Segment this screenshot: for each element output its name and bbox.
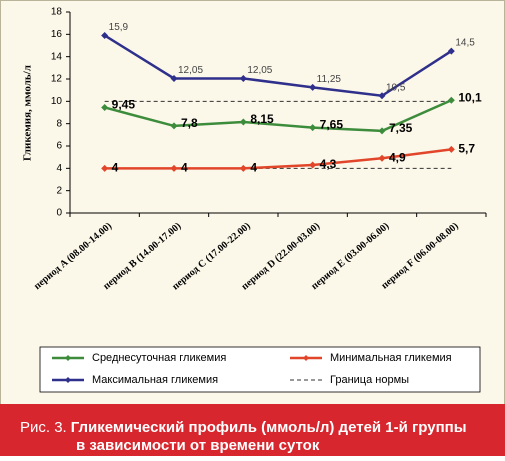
y-tick-label: 10 — [51, 96, 63, 107]
legend-marker — [65, 377, 71, 383]
data-label: 4 — [250, 161, 257, 175]
point — [101, 103, 109, 111]
y-tick-label: 18 — [51, 7, 63, 18]
point — [239, 118, 247, 126]
point — [309, 83, 317, 91]
y-tick-label: 6 — [56, 141, 62, 152]
legend-label: Граница нормы — [330, 374, 409, 386]
caption: Рис. 3. Гликемический профиль (ммоль/л) д… — [20, 419, 467, 436]
point — [447, 47, 455, 55]
series-line — [104, 148, 452, 170]
data-label: 14,5 — [455, 38, 475, 49]
legend-label: Среднесуточная гликемия — [92, 352, 226, 364]
point — [239, 74, 247, 82]
y-tick-label: 16 — [51, 29, 63, 40]
y-tick-label: 0 — [56, 208, 62, 219]
legend-label: Максимальная гликемия — [92, 374, 218, 386]
data-label: 9,45 — [112, 98, 136, 112]
data-label: 5,7 — [458, 142, 475, 156]
point — [170, 74, 178, 82]
caption-line: Гликемический профиль (ммоль/л) детей 1-… — [71, 419, 467, 436]
data-label: 7,8 — [181, 116, 198, 130]
data-label: 10,1 — [458, 90, 482, 104]
y-tick-label: 8 — [56, 118, 62, 129]
data-label: 11,25 — [317, 74, 342, 85]
data-label: 10,5 — [386, 82, 406, 93]
point — [239, 164, 247, 172]
point — [309, 161, 317, 169]
point — [101, 164, 109, 172]
series-line — [104, 34, 453, 98]
data-label: 4,9 — [389, 150, 406, 164]
data-label: 12,05 — [247, 65, 272, 76]
point — [447, 145, 455, 153]
y-tick-label: 12 — [51, 74, 63, 85]
point — [170, 164, 178, 172]
point — [309, 124, 317, 132]
legend-marker — [303, 355, 309, 361]
y-tick-label: 4 — [56, 163, 62, 174]
data-label: 4 — [181, 161, 188, 175]
data-label: 8,15 — [250, 112, 274, 126]
caption-box — [0, 404, 505, 456]
caption-line: в зависимости от времени суток — [76, 437, 320, 454]
data-label: 12,05 — [178, 65, 203, 76]
point — [378, 154, 386, 162]
legend-marker — [65, 355, 71, 361]
series-line — [104, 99, 452, 133]
y-axis-label: Гликемия, ммоль/л — [22, 65, 34, 161]
y-tick-label: 2 — [56, 185, 62, 196]
y-tick-label: 14 — [51, 51, 63, 62]
point — [170, 122, 178, 130]
legend — [39, 346, 481, 393]
legend-label: Минимальная гликемия — [330, 352, 452, 364]
data-label: 7,35 — [389, 121, 413, 135]
data-label: 4,3 — [320, 157, 337, 171]
point — [101, 31, 109, 39]
point — [378, 92, 386, 100]
data-label: 7,65 — [320, 118, 344, 132]
caption-label: Рис. 3. — [20, 419, 67, 436]
data-label: 4 — [112, 161, 119, 175]
point — [378, 127, 386, 135]
point — [447, 96, 455, 104]
data-label: 15,9 — [109, 22, 129, 33]
